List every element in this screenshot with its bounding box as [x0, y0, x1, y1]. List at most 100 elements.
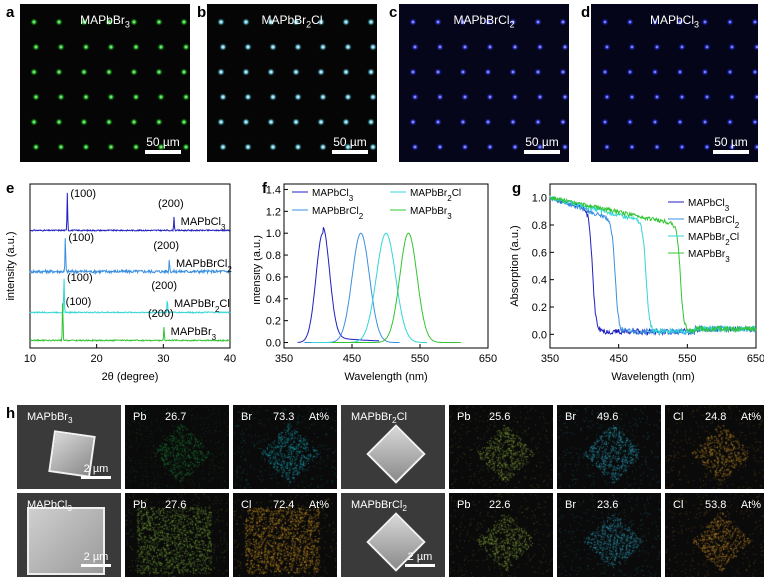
peak-label: (100): [67, 272, 93, 284]
scale-bar-label: 2 µm: [407, 551, 433, 563]
y-tick-label: 1.4: [266, 184, 281, 196]
eds-map-cl: Cl 53.8 At%: [665, 493, 764, 577]
x-tick-label: 650: [747, 353, 764, 365]
micrograph-title: MAPbBr3: [80, 13, 130, 30]
atomic-percent: 49.6: [597, 411, 619, 423]
panel-label-c: c: [389, 4, 398, 21]
crystal-array: [591, 4, 758, 162]
panel-label-e: e: [6, 180, 15, 197]
eds-signal: [557, 405, 661, 489]
scale-bar-label: 2 µm: [83, 463, 109, 475]
unit-label: At%: [308, 411, 329, 423]
y-axis-label: intensity (a.u.): [5, 231, 17, 300]
sem-image: MAPbBrCl2 2 µm: [341, 493, 445, 577]
legend-label: MAPbBr3: [688, 249, 730, 264]
scale-bar: 2 µm: [81, 551, 111, 567]
sem-title: MAPbBr2Cl: [351, 411, 407, 426]
legend-label: MAPbCl3: [312, 188, 354, 203]
pl-series-line: [311, 232, 427, 343]
scale-bar: 50 µm: [713, 135, 749, 154]
y-tick-label: 1.0: [532, 193, 547, 205]
micrograph-mapbbr3: MAPbBr3 50 µm: [20, 4, 190, 162]
x-tick-label: 450: [343, 353, 361, 365]
y-tick-label: 1.2: [266, 206, 281, 218]
pl-series-line: [331, 232, 461, 343]
element-label: Br: [241, 411, 252, 423]
xrd-series-line: [29, 238, 231, 275]
y-tick-label: 0.2: [266, 316, 281, 328]
y-tick-label: 0.4: [266, 294, 281, 306]
xrd-chart: 10 20 30 40 2θ (degree) intensity (a.u.) (100)…: [5, 183, 236, 383]
legend-label: MAPbCl3: [688, 198, 730, 213]
micrograph-mapbbr2cl: MAPbBr2Cl 50 µm: [207, 4, 377, 162]
y-tick-label: 0.6: [266, 272, 281, 284]
panel-label-f: f: [262, 180, 267, 197]
eds-map-br: Br 49.6: [557, 405, 661, 489]
peak-label: (200): [153, 240, 179, 252]
x-tick-label: 350: [541, 353, 559, 365]
y-tick-label: 0.8: [532, 220, 547, 232]
eds-signal: [233, 493, 337, 577]
eds-signal: [557, 493, 661, 577]
x-tick-label: 550: [678, 353, 696, 365]
x-tick-label: 450: [609, 353, 627, 365]
xrd-series-line: [29, 192, 231, 233]
series-label: MAPbCl3: [181, 216, 226, 232]
crystal-array: [399, 4, 569, 162]
legend-label: MAPbBrCl2: [312, 206, 364, 221]
y-axis-label: Absorption (a.u.): [509, 225, 521, 306]
unit-label: At%: [740, 499, 761, 511]
micrograph-mapbbrcl2: MAPbBrCl2 50 µm: [399, 4, 569, 162]
element-label: Pb: [457, 411, 471, 423]
x-tick-label: 650: [479, 353, 497, 365]
eds-map-pb: Pb 26.7: [125, 405, 229, 489]
unit-label: At%: [740, 411, 761, 423]
element-label: Pb: [133, 411, 147, 423]
element-label: Cl: [673, 411, 684, 423]
element-label: Br: [565, 411, 576, 423]
element-label: Br: [565, 499, 576, 511]
element-label: Cl: [673, 499, 684, 511]
peak-label: (100): [70, 188, 96, 200]
atomic-percent: 23.6: [597, 499, 619, 511]
x-tick-label: 550: [411, 353, 429, 365]
x-tick-label: 20: [91, 353, 103, 365]
eds-signal: [665, 493, 764, 577]
y-tick-label: 0.0: [532, 329, 547, 341]
x-axis-label: Wavelength (nm): [611, 371, 694, 383]
y-tick-label: 0.4: [532, 275, 547, 287]
sem-image: MAPbBr2Cl: [341, 405, 445, 489]
crystal-array: [207, 4, 377, 162]
scale-bar: 50 µm: [332, 135, 368, 154]
eds-map-cl: Cl 72.4 At%: [233, 493, 337, 577]
panel-label-g: g: [512, 180, 522, 197]
eds-map-cl: Cl 24.8 At%: [665, 405, 764, 489]
x-tick-label: 40: [224, 353, 236, 365]
x-tick-label: 10: [24, 353, 36, 365]
panel-label-d: d: [581, 4, 591, 21]
peak-label: (100): [68, 232, 94, 244]
sem-title: MAPbCl3: [27, 499, 72, 514]
y-tick-label: 0.0: [266, 338, 281, 350]
eds-map-br: Br 73.3 At%: [233, 405, 337, 489]
atomic-percent: 27.6: [165, 499, 187, 511]
unit-label: At%: [308, 499, 329, 511]
atomic-percent: 73.3: [273, 411, 295, 423]
eds-signal: [665, 405, 764, 489]
peak-label: (100): [66, 296, 92, 308]
sem-image: MAPbBr3 2 µm: [17, 405, 121, 489]
series-label: MAPbBrCl2: [176, 258, 232, 274]
crystal-array: [20, 4, 190, 162]
element-label: Pb: [457, 499, 471, 511]
plot-frame: [283, 183, 489, 349]
atomic-percent: 22.6: [489, 499, 511, 511]
x-axis-label: Wavelength (nm): [344, 371, 427, 383]
element-label: Cl: [241, 499, 252, 511]
pl-series-line: [297, 227, 380, 343]
sem-image: MAPbCl3 2 µm: [17, 493, 121, 577]
legend-label: MAPbBrCl2: [688, 215, 740, 230]
pl-chart: 350 450 550 650 0.0 0.2 0.4 0.6 0.8 1.0 1.2 1.4 Wave…: [254, 183, 497, 383]
atomic-percent: 53.8: [705, 499, 727, 511]
legend-label: MAPbBr2Cl: [410, 188, 461, 203]
scale-bar: 50 µm: [524, 135, 560, 154]
